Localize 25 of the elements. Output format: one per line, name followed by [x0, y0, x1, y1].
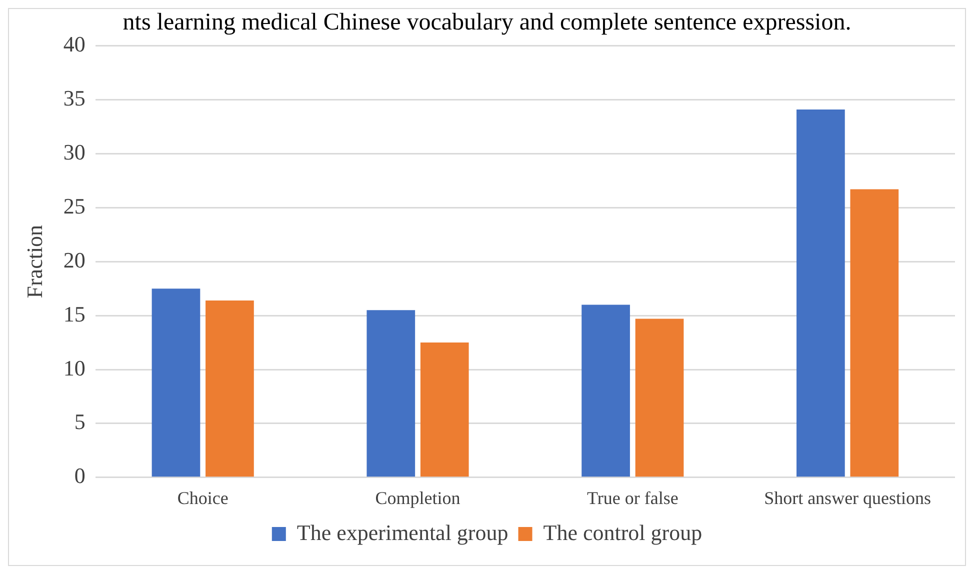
bar [796, 109, 845, 477]
y-tick-label: 5 [74, 409, 86, 434]
y-tick-label: 35 [63, 86, 86, 111]
y-tick-label: 10 [63, 355, 86, 380]
y-tick-label: 40 [63, 32, 86, 57]
y-tick-label: 15 [63, 301, 86, 326]
y-axis-title: Fraction [22, 224, 47, 298]
y-tick-label: 30 [63, 139, 86, 164]
legend-label: The experimental group [296, 520, 508, 545]
y-tick-label: 20 [63, 247, 86, 272]
x-tick-label: Short answer questions [764, 488, 932, 508]
x-tick-label: Choice [177, 488, 228, 508]
chart-title: nts learning medical Chinese vocabulary and complete sentence expression. [122, 10, 852, 36]
bar [152, 288, 200, 477]
bar [582, 304, 630, 477]
bar [420, 342, 469, 477]
x-tick-label: Completion [375, 488, 460, 508]
y-tick-label: 25 [63, 193, 86, 218]
x-tick-label: True or false [586, 488, 678, 508]
bar [366, 310, 416, 477]
bar [635, 318, 684, 477]
bar [206, 300, 254, 477]
y-tick-label: 0 [74, 463, 86, 488]
bar [850, 189, 899, 477]
legend-label: The control group [543, 520, 702, 545]
